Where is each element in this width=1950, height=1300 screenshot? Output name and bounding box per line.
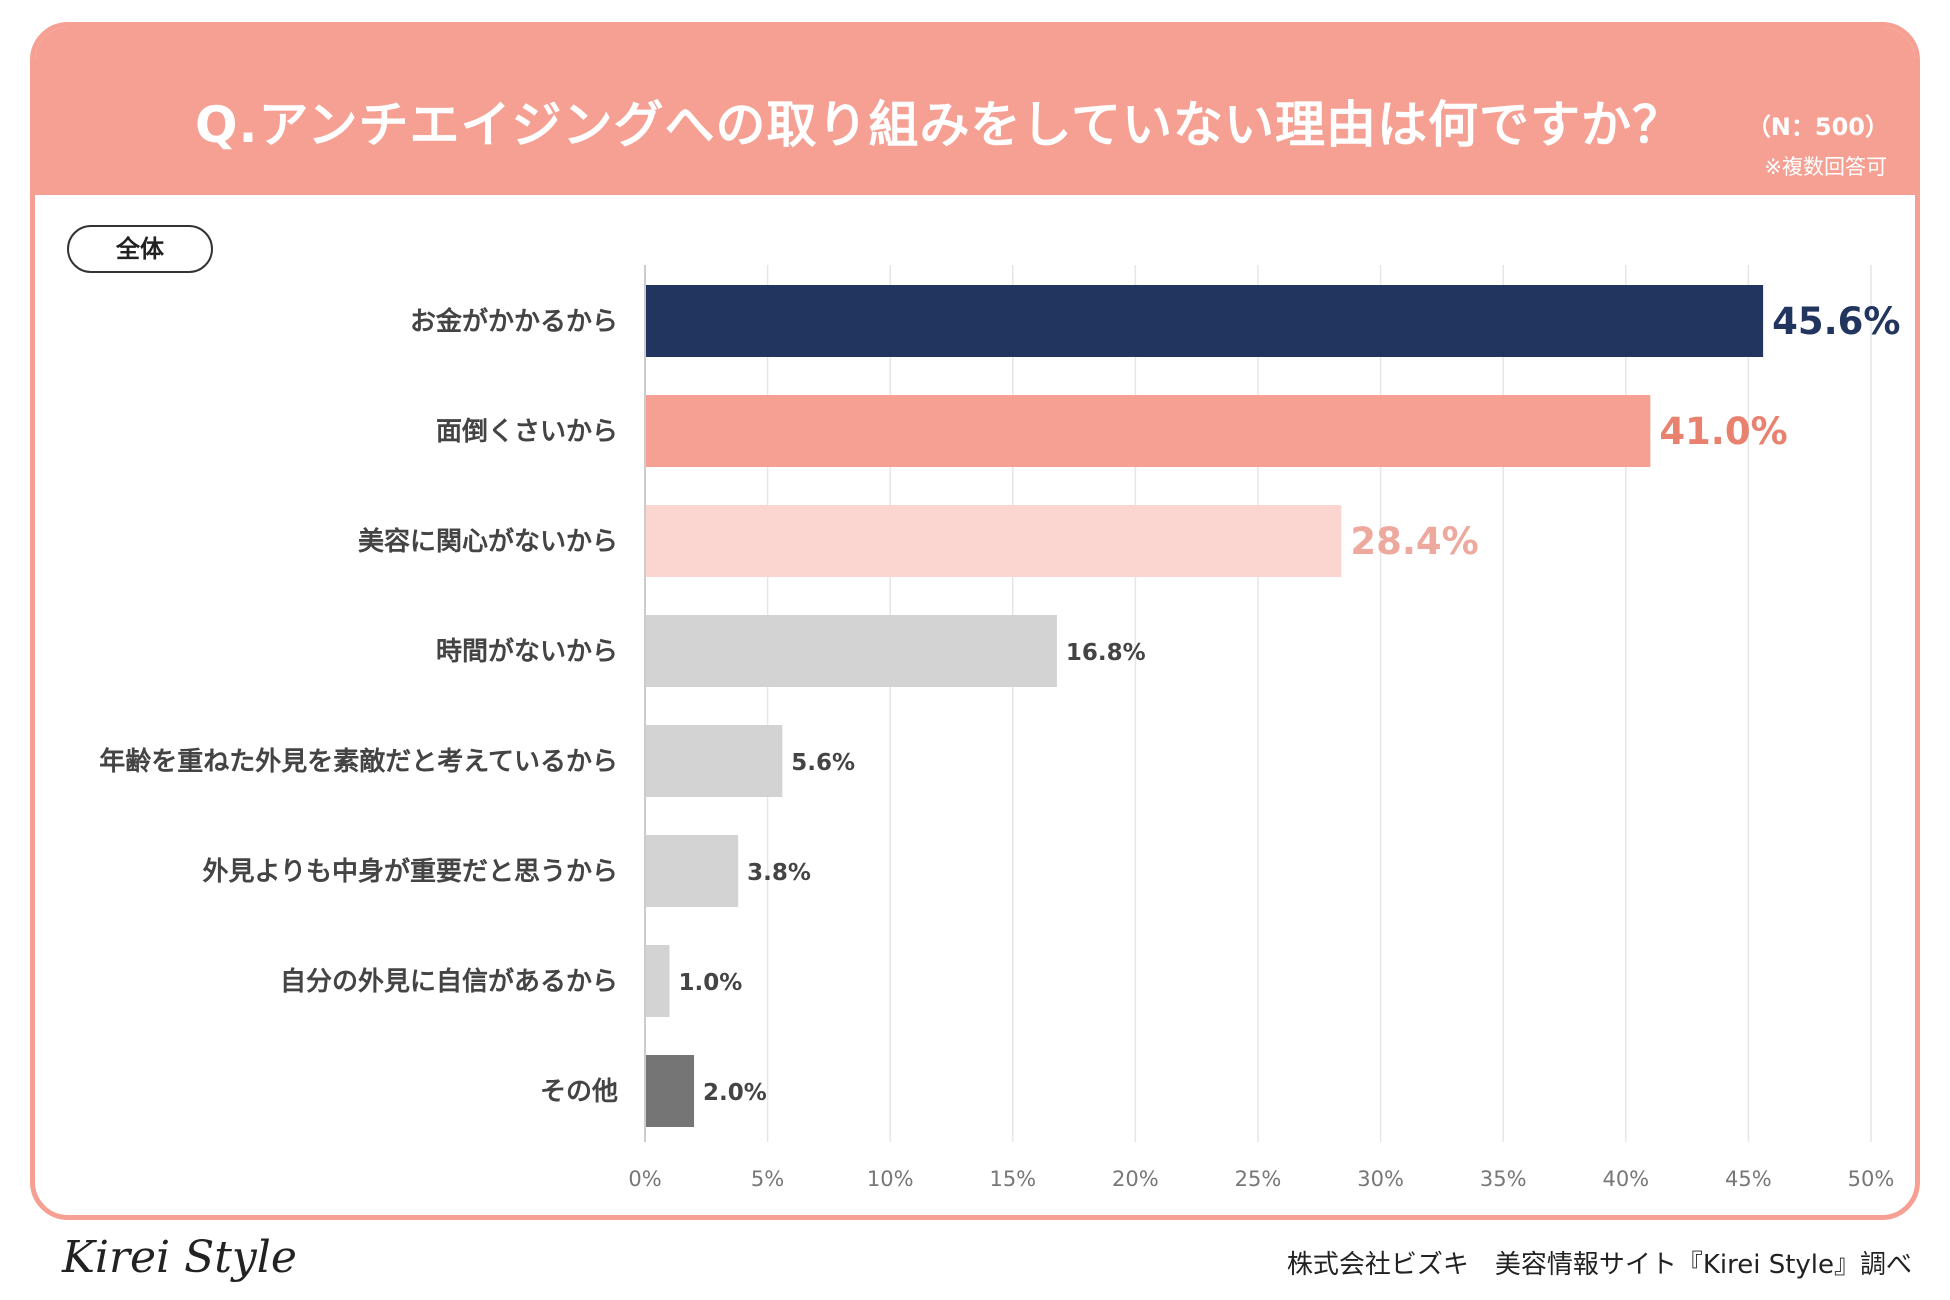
x-tick-label: 30% [1357,1167,1404,1191]
page-title: Q.アンチエイジングへの取り組みをしていない理由は何ですか？ [195,96,1683,154]
x-tick-label: 45% [1725,1167,1772,1191]
x-tick-label: 35% [1480,1167,1527,1191]
category-label: 面倒くさいから [436,417,618,447]
bar [645,505,1342,577]
bar [645,285,1764,357]
bar [645,725,783,797]
category-label: 年齢を重ねた外見を素敵だと考えているから [99,746,618,777]
data-label: 3.8% [747,860,811,886]
category-label: その他 [540,1077,618,1107]
x-tick-label: 0% [628,1167,661,1191]
x-tick-label: 25% [1235,1167,1282,1191]
x-tick-label: 10% [867,1167,914,1191]
x-tick-label: 20% [1112,1167,1159,1191]
category-label: 外見よりも中身が重要だと思うから [203,856,618,887]
x-tick-label: 5% [751,1167,784,1191]
category-label: 美容に関心がないから [358,526,618,557]
data-label: 16.8% [1066,640,1146,666]
header-banner: Q.アンチエイジングへの取り組みをしていない理由は何ですか？ （N：500） ※… [35,27,1915,195]
answer-note: ※複数回答可 [1764,155,1887,179]
data-label: 45.6% [1772,300,1900,343]
brand-logo: Kirei Style [62,1232,297,1283]
x-tick-label: 15% [989,1167,1036,1191]
sample-size: （N：500） [1746,113,1889,141]
data-label: 41.0% [1659,410,1787,453]
data-label: 2.0% [703,1080,767,1106]
x-tick-label: 40% [1602,1167,1649,1191]
bar [645,395,1651,467]
category-label: お金がかかるから [410,306,618,337]
bar [645,945,670,1017]
source-credit: 株式会社ビズキ 美容情報サイト『Kirei Style』調べ [1286,1250,1912,1280]
x-tick-label: 50% [1848,1167,1895,1191]
bar [645,615,1057,687]
data-label: 5.6% [791,750,855,776]
category-label: 自分の外見に自信があるから [280,966,618,997]
chart-card: Q.アンチエイジングへの取り組みをしていない理由は何ですか？ （N：500） ※… [30,22,1920,1220]
bar [645,1055,695,1127]
filter-pill: 全体 [67,225,213,273]
data-label: 28.4% [1350,520,1478,563]
category-label: 時間がないから [436,636,618,667]
bar [645,835,739,907]
data-label: 1.0% [679,970,743,996]
